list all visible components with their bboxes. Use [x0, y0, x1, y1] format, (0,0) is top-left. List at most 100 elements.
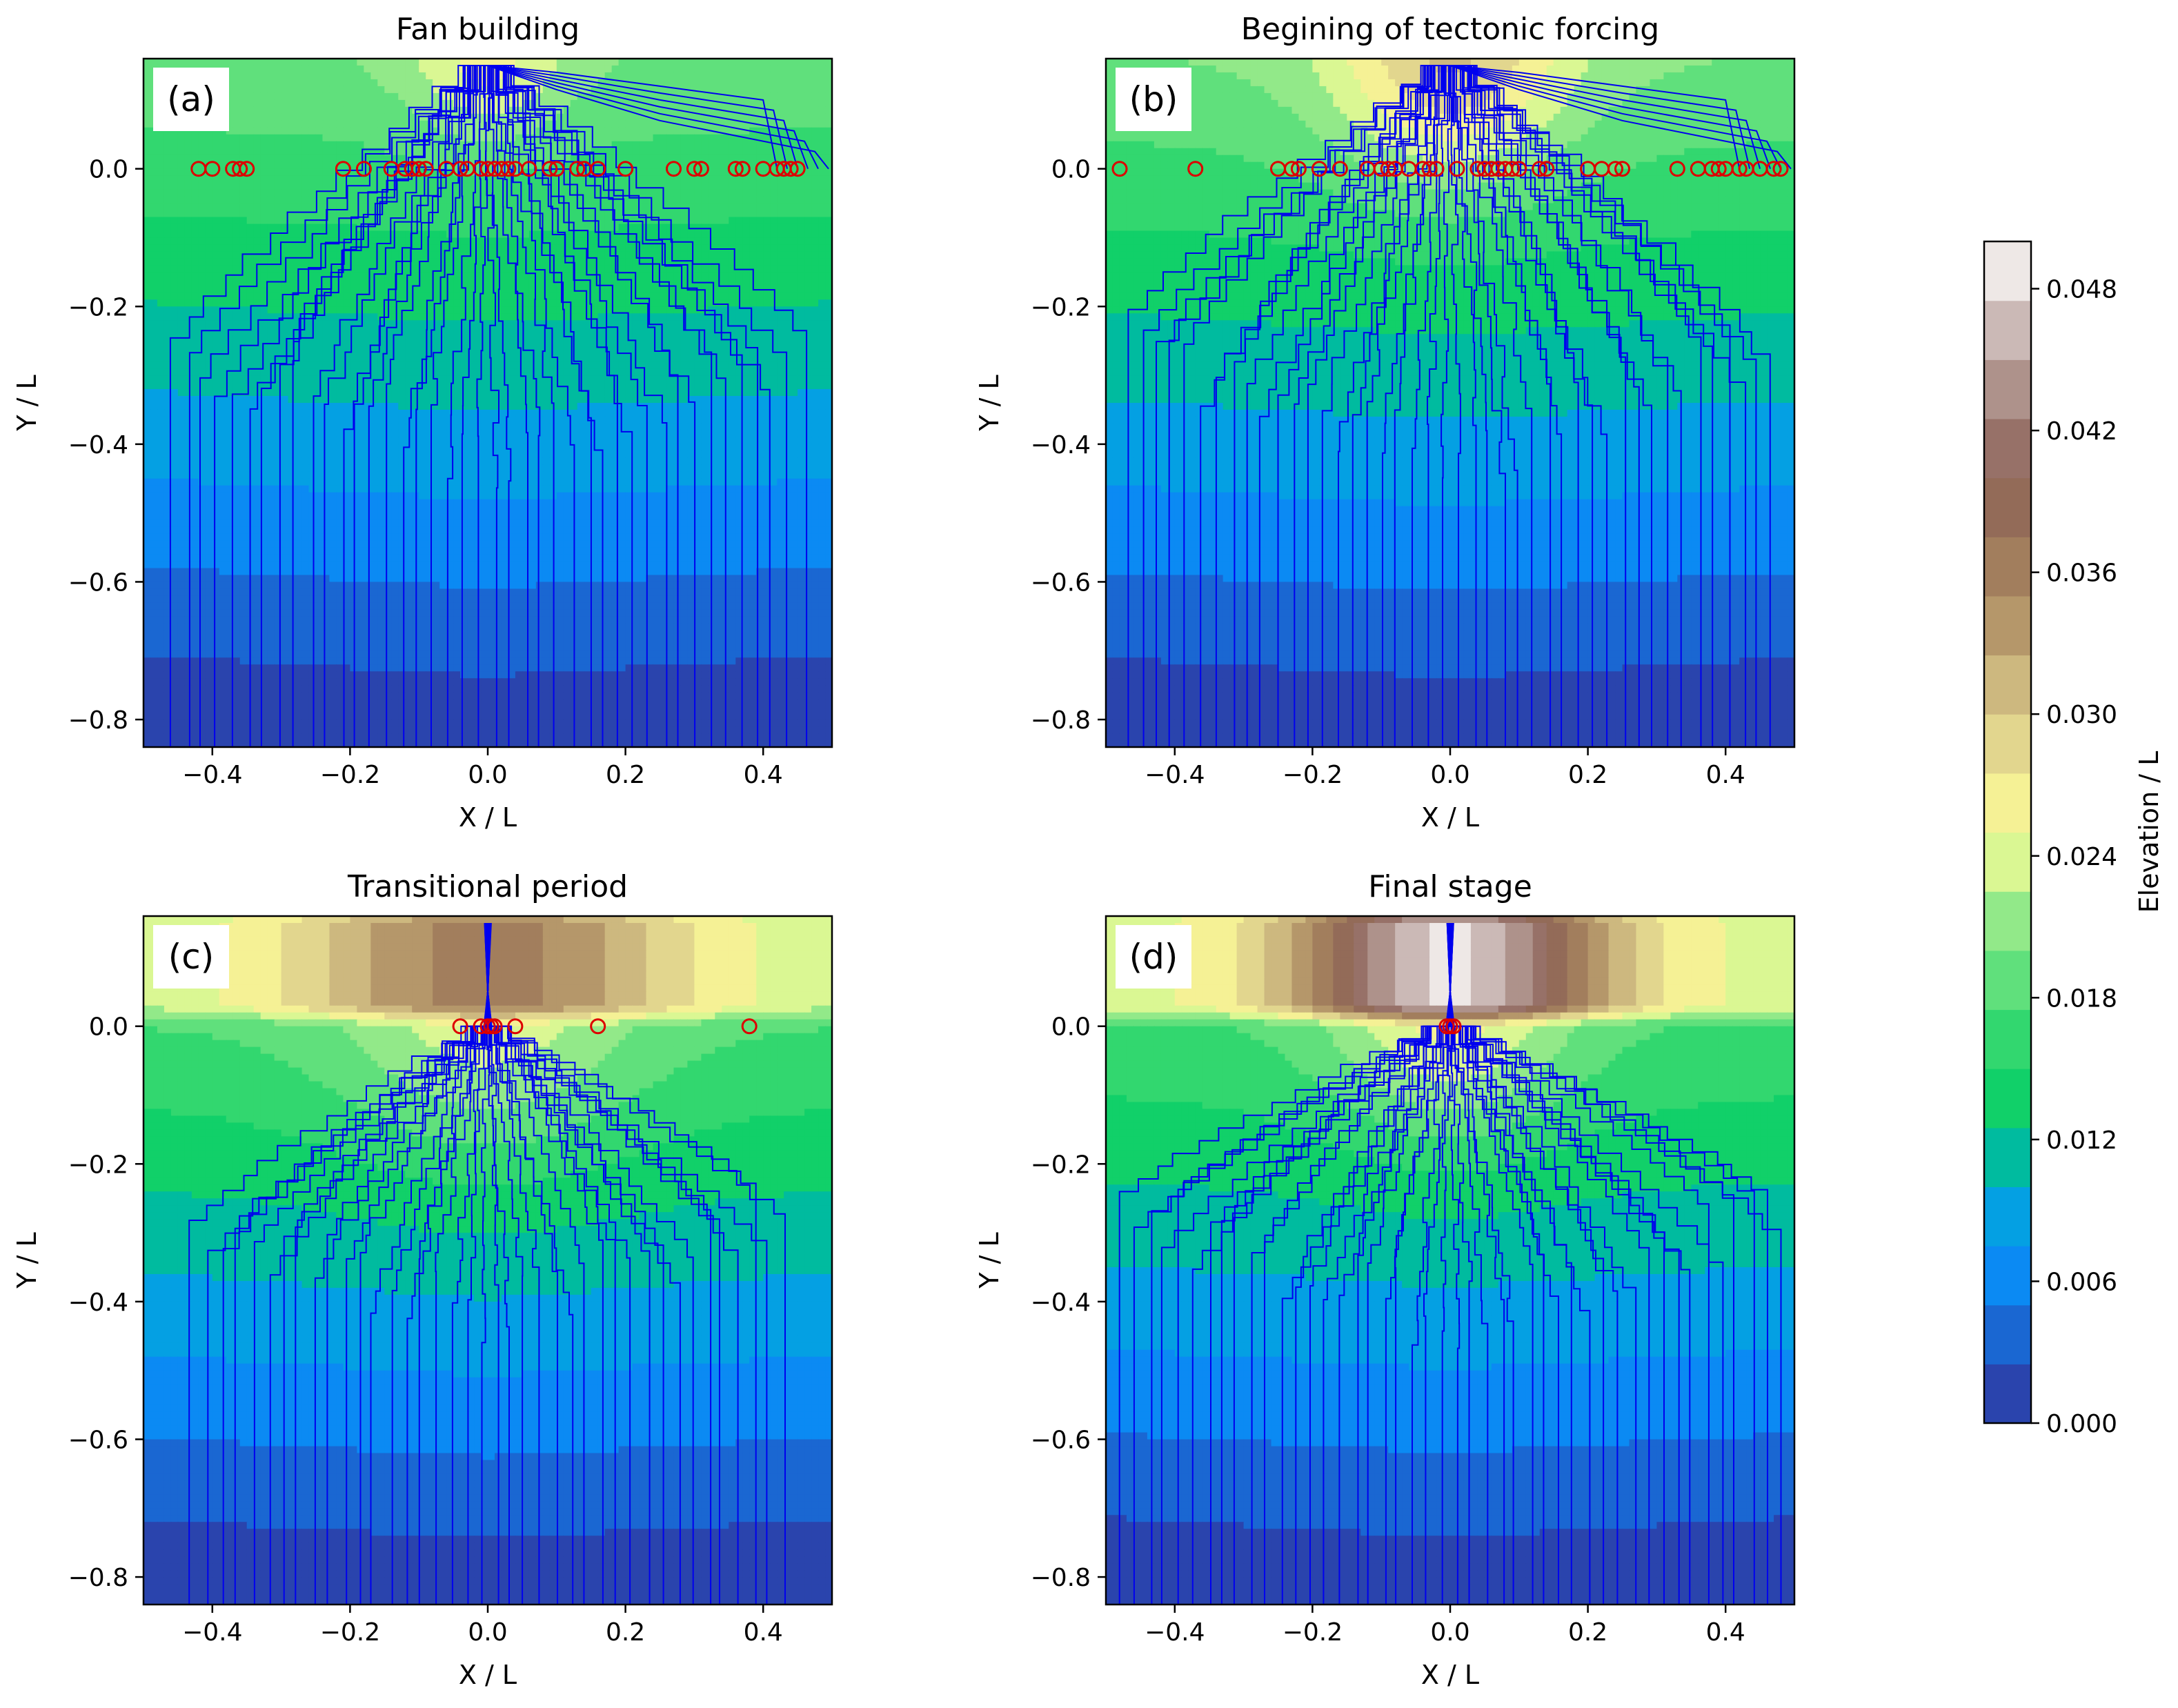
contour-cell — [370, 230, 378, 239]
contour-cell — [515, 355, 523, 362]
contour-cell — [680, 203, 689, 211]
contour-cell — [632, 258, 640, 266]
contour-cell — [770, 306, 778, 314]
contour-cell — [315, 175, 324, 183]
contour-cell — [301, 348, 310, 355]
contour-cell — [488, 210, 495, 218]
contour-cell — [170, 341, 179, 348]
contour-cell — [680, 175, 689, 183]
contour-cell — [467, 306, 475, 314]
contour-cell — [239, 141, 248, 149]
contour-cell — [811, 65, 819, 73]
contour-cell — [791, 113, 798, 121]
contour-cell — [542, 368, 551, 376]
contour-cell — [232, 258, 241, 266]
contour-cell — [419, 299, 426, 307]
contour-cell — [260, 334, 268, 341]
contour-cell — [474, 279, 482, 286]
contour-cell — [377, 189, 385, 197]
contour-cell — [488, 196, 495, 204]
contour-cell — [439, 375, 447, 383]
contour-cell — [246, 251, 255, 259]
contour-cell — [604, 148, 613, 156]
contour-cell — [542, 99, 551, 108]
contour-cell — [715, 127, 722, 135]
contour-cell — [687, 361, 695, 369]
contour-cell — [729, 230, 736, 239]
contour-cell — [391, 92, 399, 101]
contour-cell — [563, 161, 571, 170]
contour-cell — [570, 320, 578, 328]
contour-cell — [715, 292, 722, 300]
contour-cell — [701, 106, 709, 115]
contour-cell — [722, 368, 729, 376]
contour-cell — [791, 230, 798, 239]
contour-cell — [756, 396, 764, 404]
contour-cell — [749, 334, 757, 341]
contour-cell — [232, 92, 241, 101]
contour-cell — [232, 355, 241, 362]
contour-cell — [756, 86, 764, 94]
contour-cell — [701, 375, 709, 383]
contour-cell — [577, 320, 585, 328]
contour-cell — [625, 120, 633, 128]
contour-cell — [798, 155, 805, 163]
contour-cell — [191, 265, 199, 272]
contour-cell — [343, 161, 350, 170]
contour-cell — [205, 355, 213, 362]
contour-cell — [336, 106, 344, 115]
contour-cell — [825, 361, 832, 369]
contour-cell — [446, 341, 454, 348]
contour-cell — [763, 320, 771, 328]
contour-cell — [591, 299, 599, 307]
contour-cell — [708, 258, 715, 266]
contour-cell — [742, 258, 750, 266]
contour-cell — [446, 182, 454, 190]
contour-cell — [212, 210, 220, 218]
contour-cell — [164, 175, 172, 183]
contour-cell — [791, 189, 798, 197]
contour-cell — [439, 79, 447, 87]
contour-cell — [694, 148, 702, 156]
contour-cell — [453, 196, 461, 204]
contour-cell — [301, 292, 310, 300]
contour-cell — [226, 141, 234, 149]
contour-cell — [549, 86, 557, 94]
contour-cell — [191, 292, 199, 300]
contour-cell — [604, 389, 613, 397]
contour-cell — [798, 396, 805, 404]
contour-cell — [597, 155, 606, 163]
contour-cell — [150, 189, 158, 197]
contour-cell — [570, 299, 578, 307]
contour-cell — [825, 265, 832, 272]
contour-cell — [474, 244, 482, 252]
contour-cell — [143, 175, 151, 183]
contour-cell — [749, 141, 757, 149]
contour-cell — [804, 210, 812, 218]
contour-cell — [177, 189, 186, 197]
contour-cell — [246, 375, 255, 383]
contour-cell — [419, 224, 426, 232]
contour-cell — [315, 272, 324, 279]
contour-cell — [170, 217, 179, 225]
contour-cell — [433, 368, 440, 376]
contour-cell — [680, 161, 689, 170]
contour-cell — [528, 320, 537, 328]
contour-cell — [804, 161, 812, 170]
contour-cell — [370, 127, 378, 135]
contour-cell — [453, 361, 461, 369]
contour-cell — [687, 182, 695, 190]
contour-cell — [729, 210, 736, 218]
contour-cell — [597, 299, 606, 307]
contour-cell — [694, 175, 702, 183]
contour-cell — [542, 396, 551, 404]
contour-cell — [398, 86, 406, 94]
contour-cell — [453, 396, 461, 404]
contour-cell — [364, 251, 371, 259]
contour-cell — [522, 355, 530, 362]
contour-cell — [219, 224, 227, 232]
contour-cell — [281, 327, 289, 335]
contour-cell — [439, 99, 447, 108]
contour-cell — [639, 292, 647, 300]
contour-cell — [749, 148, 757, 156]
